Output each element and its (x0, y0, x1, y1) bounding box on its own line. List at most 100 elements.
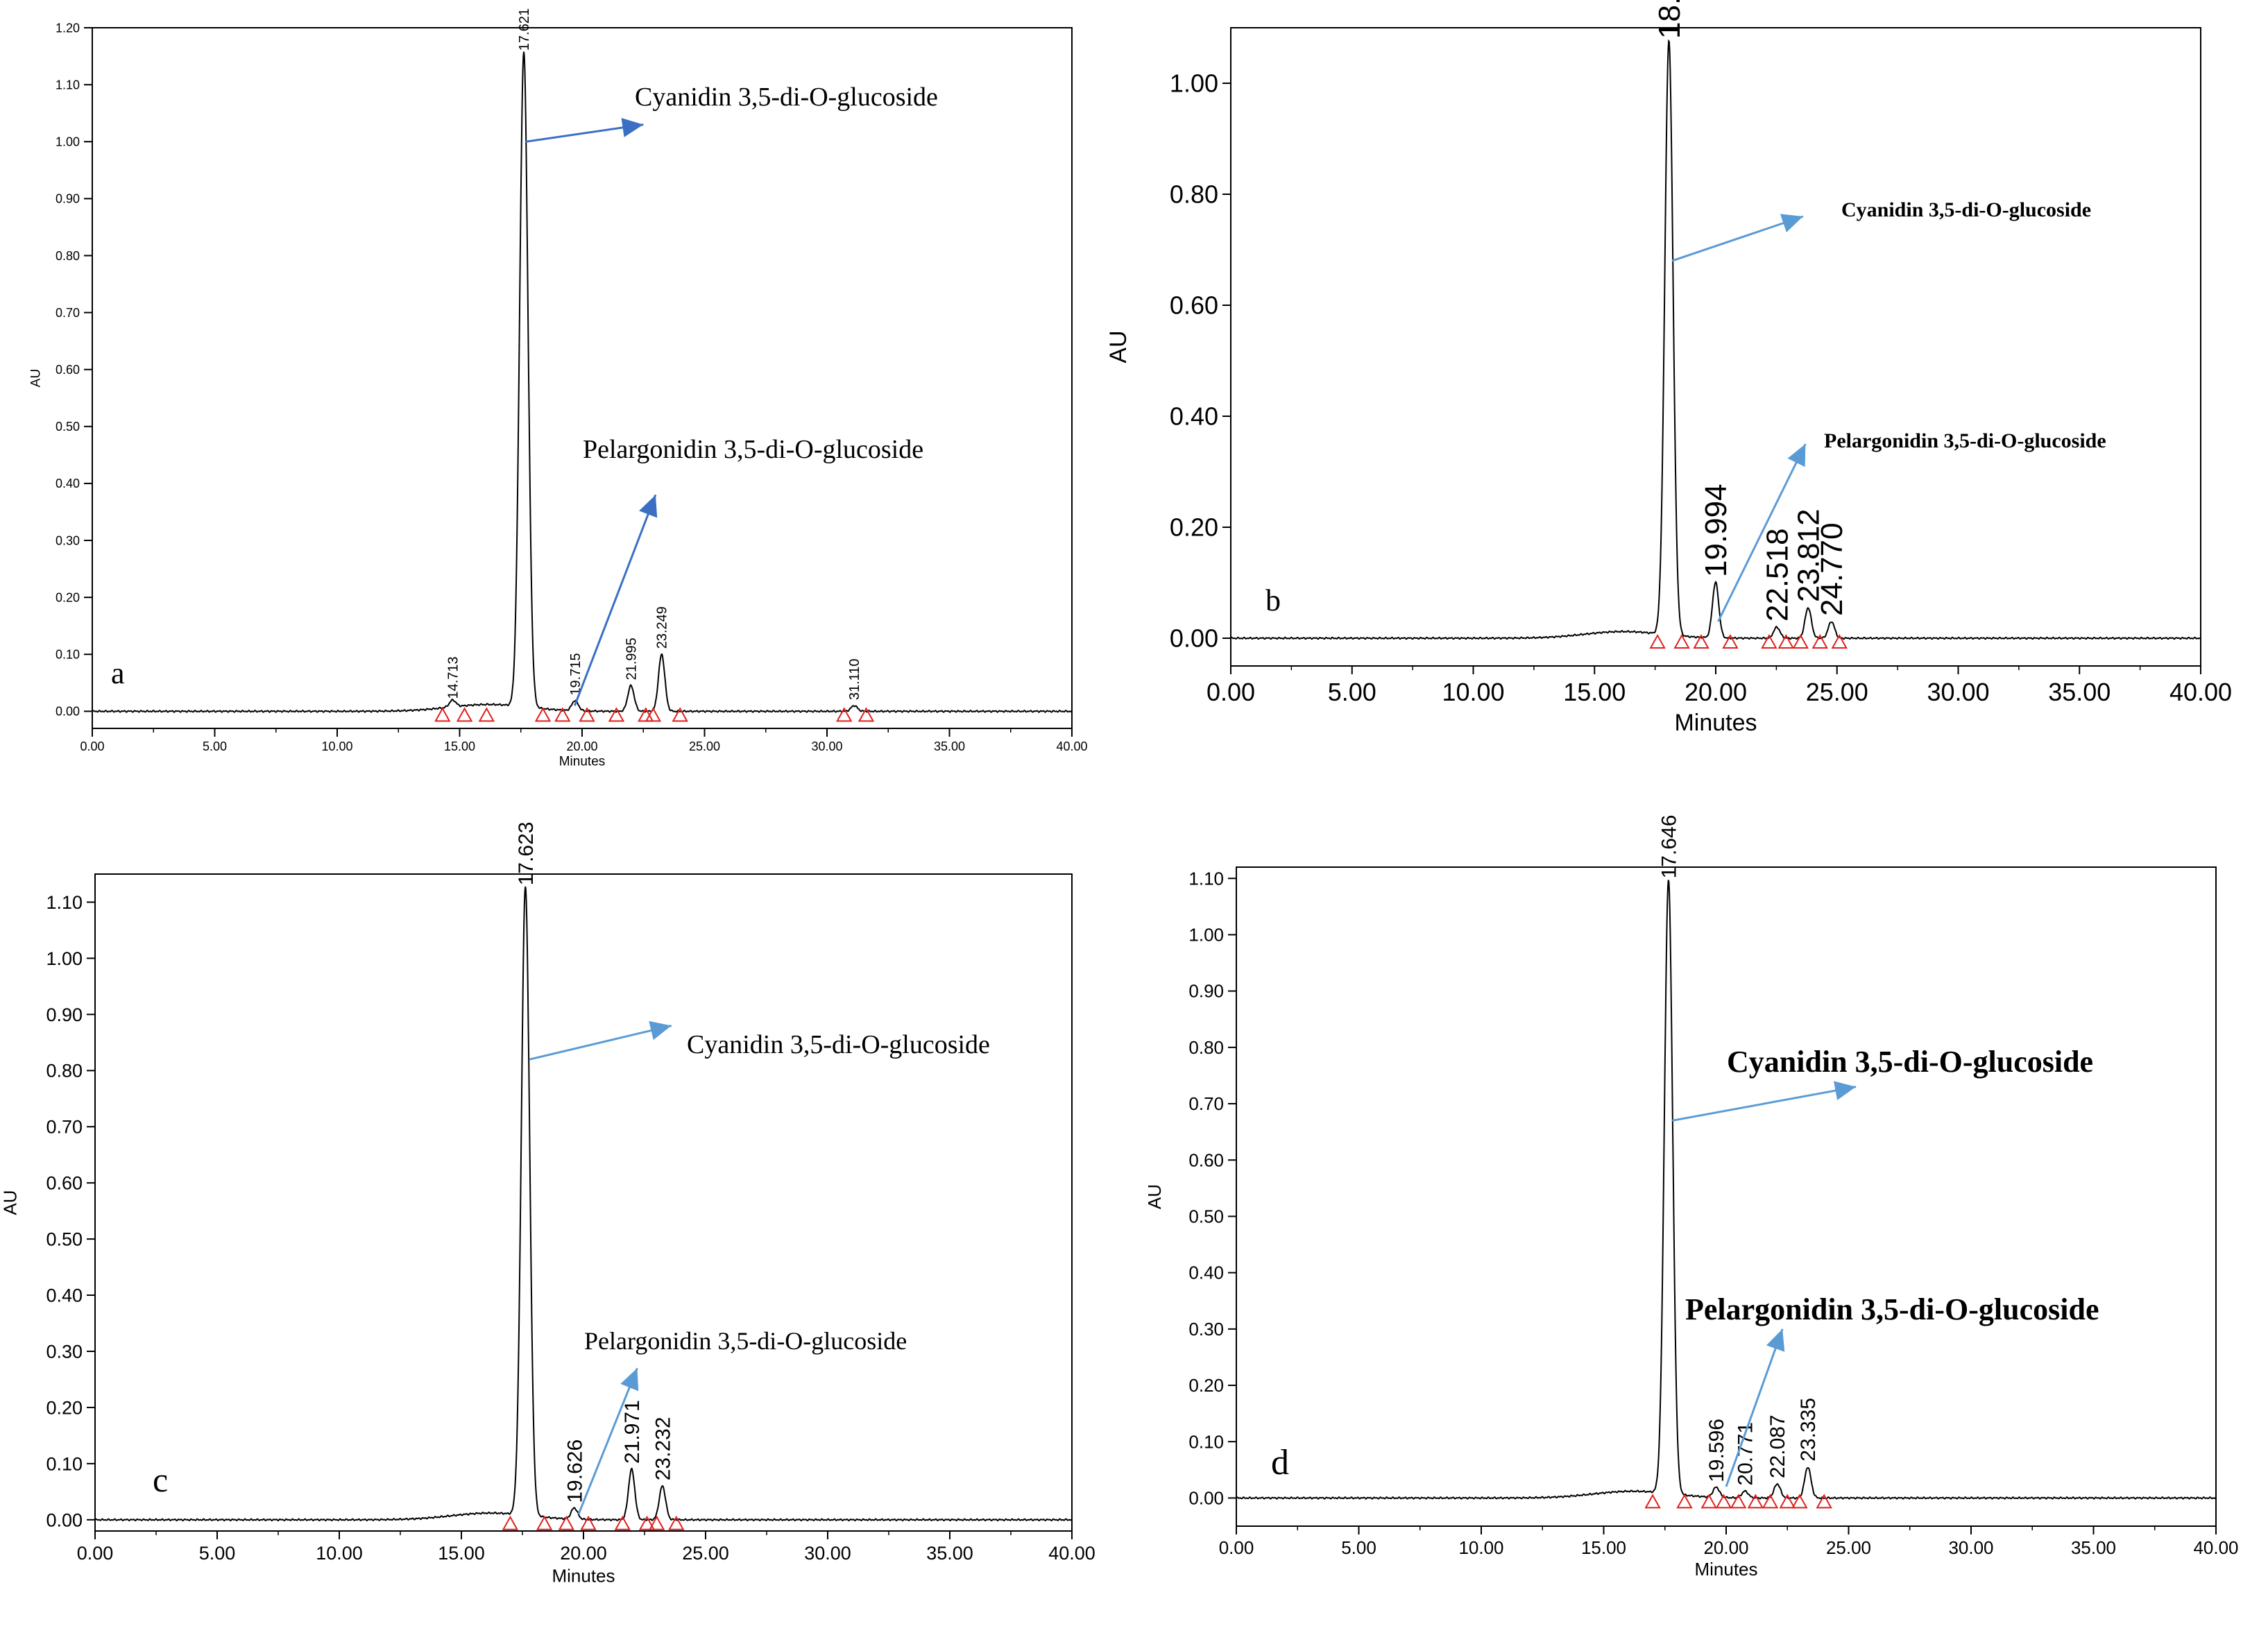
baseline-marker-d (1762, 1494, 1779, 1509)
x-tick-label-d: 30.00 (1948, 1537, 1993, 1558)
baseline-marker-b (1831, 633, 1848, 649)
annotation-arrow-line-c (529, 1025, 672, 1061)
annotation-arrow-head-a (621, 118, 644, 137)
y-tick-label-a: 0.30 (56, 533, 80, 547)
baseline-marker-d (1715, 1494, 1732, 1509)
annotation-arrow-head-c (649, 1020, 672, 1041)
y-tick-label-c: 0.10 (46, 1453, 83, 1474)
y-axis-label-b: AU (1105, 330, 1132, 363)
chromatogram-c-svg: 0.00 5.00 10.00 15.00 20.00 25.00 30.00 35.00 40… (0, 822, 1095, 1587)
x-tick-label-c: 35.00 (926, 1543, 973, 1564)
chromatogram-b-svg: 0.00 5.00 10.00 15.00 20.00 25.00 30.00 35.00 40… (1105, 0, 2232, 736)
y-tick-label-b: 0.80 (1170, 180, 1218, 209)
x-tick-label-a: 20.00 (566, 739, 597, 753)
chromatogram-trace-c (94, 886, 1073, 1522)
x-tick-label-d: 5.00 (1341, 1537, 1376, 1558)
annotation-arrow-head-c (620, 1368, 639, 1392)
peak-label-c: 17.623 (515, 822, 538, 886)
y-axis-label-a: AU (28, 369, 43, 387)
baseline-marker-c (502, 1515, 519, 1530)
chromatogram-trace-a (92, 51, 1073, 713)
panel-letter-b: b (1265, 583, 1281, 617)
x-tick-label-c: 25.00 (682, 1543, 729, 1564)
y-tick-label-d: 0.30 (1188, 1319, 1224, 1340)
panel-letter-c: c (153, 1460, 168, 1499)
y-axis-label-c: AU (0, 1190, 21, 1215)
baseline-marker-a (579, 707, 595, 722)
peak-label-a: 17.621 (517, 8, 532, 51)
y-tick-label-a: 0.70 (56, 306, 80, 320)
y-tick-label-b: 0.60 (1170, 291, 1218, 320)
peak-label-c: 19.626 (563, 1439, 586, 1503)
x-tick-label-d: 35.00 (2071, 1537, 2116, 1558)
x-tick-label-c: 10.00 (316, 1543, 363, 1564)
chromatogram-trace-d (1236, 880, 2217, 1500)
x-tick-label-c: 0.00 (77, 1543, 114, 1564)
y-tick-label-a: 0.00 (56, 705, 80, 719)
y-tick-label-c: 0.90 (46, 1004, 83, 1025)
baseline-marker-d (1644, 1494, 1661, 1509)
x-tick-label-b: 15.00 (1563, 678, 1626, 706)
peak-label-c: 23.232 (651, 1417, 674, 1480)
chromatogram-panel-b: 0.00 5.00 10.00 15.00 20.00 25.00 30.00 35.00 40… (1105, 0, 2268, 805)
baseline-marker-c (614, 1515, 631, 1530)
baseline-marker-b (1777, 633, 1795, 649)
baseline-marker-b (1693, 633, 1709, 649)
x-tick-label-d: 15.00 (1581, 1537, 1626, 1558)
annotation-arrow-line-d (1672, 1086, 1857, 1122)
baseline-marker-a (638, 707, 654, 722)
y-tick-label-a: 1.10 (56, 78, 80, 92)
baseline-marker-c (580, 1515, 597, 1530)
baseline-marker-b (1673, 633, 1690, 649)
annotation-arrow-head-b (1787, 444, 1806, 468)
x-tick-label-d: 10.00 (1458, 1537, 1503, 1558)
y-tick-label-c: 0.40 (46, 1285, 83, 1306)
y-tick-label-c: 0.80 (46, 1061, 83, 1081)
baseline-marker-d (1730, 1494, 1747, 1509)
chromatogram-panel-d: 0.00 5.00 10.00 15.00 20.00 25.00 30.00 35.00 40… (1134, 815, 2268, 1642)
x-tick-label-a: 30.00 (811, 739, 842, 753)
peak-label-d: 19.596 (1705, 1419, 1728, 1482)
compound-annotation-d: Cyanidin 3,5-di-O-glucoside (1727, 1045, 2093, 1079)
baseline-marker-a (645, 707, 662, 722)
x-axis-label-c: Minutes (552, 1565, 615, 1586)
peak-label-a: 23.249 (655, 606, 670, 649)
x-tick-label-a: 40.00 (1056, 739, 1087, 753)
y-tick-label-d: 0.70 (1188, 1093, 1224, 1114)
annotation-arrow-line-b (1671, 215, 1804, 262)
baseline-marker-d (1700, 1494, 1717, 1509)
peak-label-b: 22.518 (1760, 528, 1794, 622)
peak-label-d: 22.087 (1766, 1414, 1789, 1478)
y-tick-label-d: 0.10 (1188, 1431, 1224, 1452)
y-tick-label-d: 0.20 (1188, 1375, 1224, 1396)
compound-annotation-c: Pelargonidin 3,5-di-O-glucoside (584, 1327, 907, 1355)
y-tick-label-c: 0.20 (46, 1397, 83, 1418)
panel-letter-a: a (111, 656, 125, 690)
y-tick-label-c: 1.10 (46, 892, 83, 913)
baseline-marker-c (536, 1515, 553, 1530)
annotation-arrow-line-c (577, 1367, 638, 1515)
baseline-marker-a (672, 707, 688, 722)
baseline-marker-a (554, 707, 571, 722)
annotation-arrow-line-b (1717, 443, 1807, 622)
y-tick-label-d: 0.60 (1188, 1149, 1224, 1170)
annotation-arrow-line-a (574, 494, 657, 706)
peak-label-a: 19.715 (568, 653, 583, 695)
y-tick-label-d: 1.00 (1188, 925, 1224, 946)
y-tick-label-d: 0.90 (1188, 981, 1224, 1002)
annotation-arrow-head-a (639, 495, 658, 518)
x-tick-label-c: 40.00 (1048, 1543, 1095, 1564)
x-tick-label-c: 15.00 (438, 1543, 485, 1564)
y-tick-label-b: 0.40 (1170, 402, 1218, 431)
compound-annotation-a: Pelargonidin 3,5-di-O-glucoside (583, 435, 923, 464)
compound-annotation-a: Cyanidin 3,5-di-O-glucoside (635, 83, 938, 112)
x-tick-label-a: 5.00 (203, 739, 227, 753)
x-tick-label-d: 20.00 (1703, 1537, 1748, 1558)
x-tick-label-b: 40.00 (2169, 678, 2232, 706)
baseline-marker-a (858, 707, 875, 722)
baseline-marker-a (836, 707, 853, 722)
x-tick-label-c: 5.00 (199, 1543, 236, 1564)
y-tick-label-a: 0.50 (56, 420, 80, 434)
baseline-marker-a (478, 707, 495, 722)
x-tick-label-c: 20.00 (560, 1543, 607, 1564)
